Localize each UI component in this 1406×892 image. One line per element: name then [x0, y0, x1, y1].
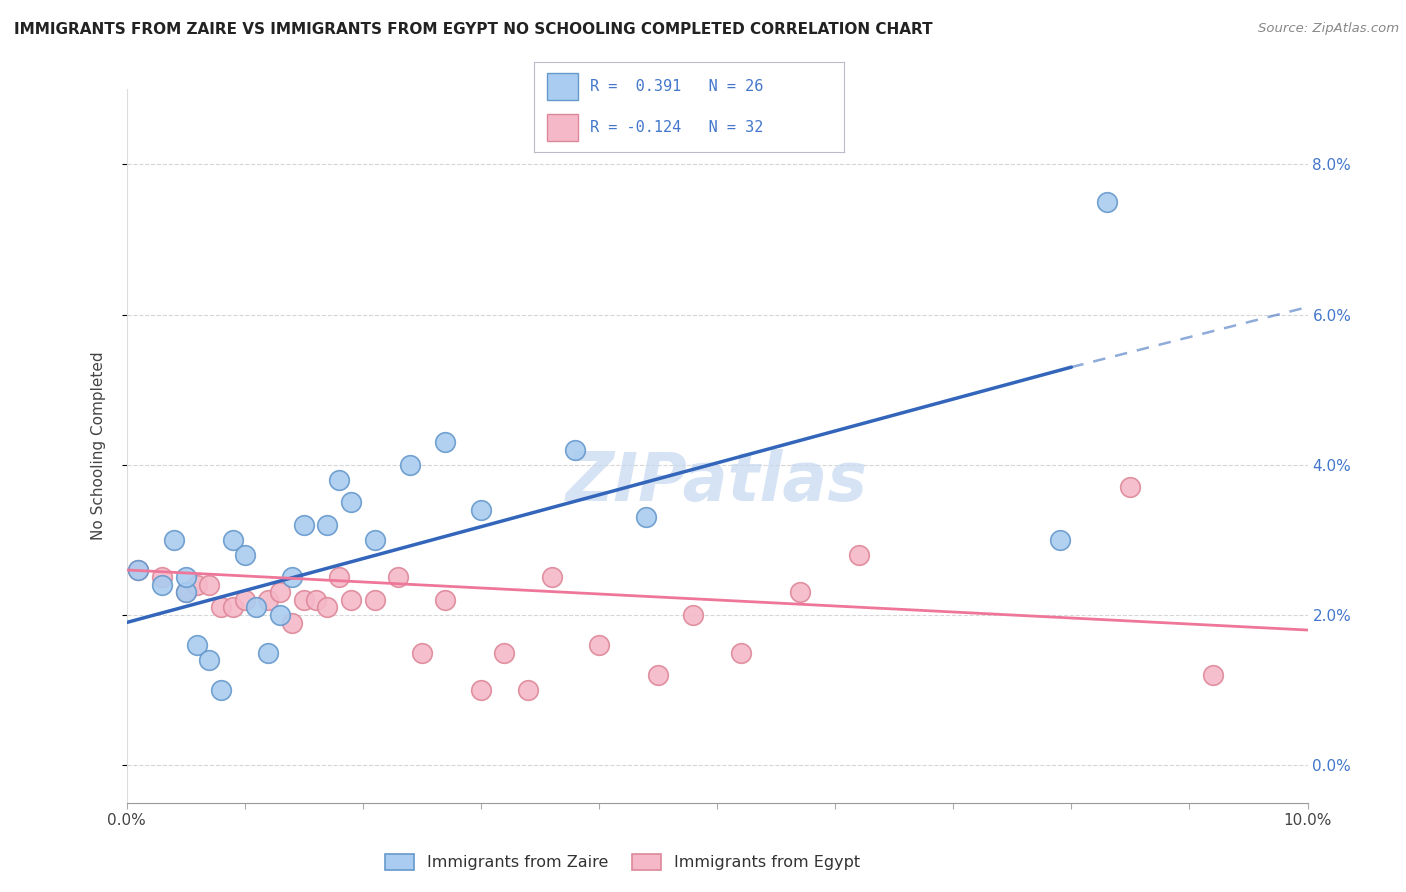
Text: R =  0.391   N = 26: R = 0.391 N = 26	[591, 79, 763, 94]
Point	[257, 593, 280, 607]
Point	[411, 646, 433, 660]
Point	[1202, 668, 1225, 682]
Point	[540, 570, 562, 584]
Y-axis label: No Schooling Completed: No Schooling Completed	[91, 351, 105, 541]
Point	[269, 585, 291, 599]
Point	[1095, 194, 1118, 209]
Point	[363, 533, 385, 547]
Point	[387, 570, 409, 584]
Point	[399, 458, 422, 472]
Point	[186, 578, 208, 592]
Point	[222, 600, 245, 615]
Point	[292, 517, 315, 532]
Point	[174, 585, 197, 599]
Point	[150, 570, 173, 584]
Point	[848, 548, 870, 562]
Point	[174, 585, 197, 599]
Point	[730, 646, 752, 660]
Text: R = -0.124   N = 32: R = -0.124 N = 32	[591, 120, 763, 135]
Point	[328, 473, 350, 487]
Text: Source: ZipAtlas.com: Source: ZipAtlas.com	[1258, 22, 1399, 36]
Point	[470, 503, 492, 517]
Point	[340, 495, 363, 509]
Point	[316, 517, 339, 532]
Point	[292, 593, 315, 607]
Point	[257, 646, 280, 660]
Point	[269, 607, 291, 622]
Point	[564, 442, 586, 457]
Point	[127, 563, 149, 577]
Point	[304, 593, 326, 607]
Point	[281, 570, 304, 584]
Point	[434, 435, 457, 450]
Point	[789, 585, 811, 599]
Point	[517, 683, 540, 698]
Point	[434, 593, 457, 607]
Text: ZIPatlas: ZIPatlas	[567, 449, 868, 515]
Point	[174, 570, 197, 584]
Point	[245, 600, 267, 615]
Point	[233, 548, 256, 562]
Point	[209, 683, 232, 698]
Point	[281, 615, 304, 630]
Point	[494, 646, 516, 660]
Point	[198, 578, 221, 592]
Point	[328, 570, 350, 584]
Point	[682, 607, 704, 622]
Point	[1049, 533, 1071, 547]
Point	[198, 653, 221, 667]
Point	[233, 593, 256, 607]
Point	[470, 683, 492, 698]
Point	[222, 533, 245, 547]
Point	[588, 638, 610, 652]
Point	[209, 600, 232, 615]
Point	[636, 510, 658, 524]
Point	[127, 563, 149, 577]
Bar	[547, 114, 578, 141]
Legend: Immigrants from Zaire, Immigrants from Egypt: Immigrants from Zaire, Immigrants from E…	[380, 848, 866, 877]
Point	[340, 593, 363, 607]
Point	[316, 600, 339, 615]
Point	[150, 578, 173, 592]
Point	[363, 593, 385, 607]
Point	[186, 638, 208, 652]
Text: IMMIGRANTS FROM ZAIRE VS IMMIGRANTS FROM EGYPT NO SCHOOLING COMPLETED CORRELATIO: IMMIGRANTS FROM ZAIRE VS IMMIGRANTS FROM…	[14, 22, 932, 37]
Point	[1119, 480, 1142, 494]
Point	[647, 668, 669, 682]
Bar	[547, 73, 578, 100]
Point	[163, 533, 186, 547]
